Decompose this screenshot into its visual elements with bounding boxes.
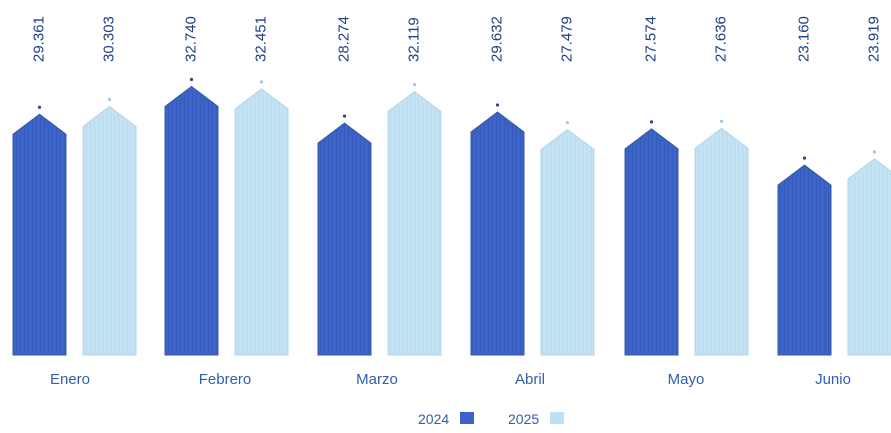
bar-value-label: 27.636 (712, 16, 729, 62)
bar-marker-dot (802, 156, 807, 160)
bar-2025-abril (540, 129, 595, 356)
bar-marker-dot (189, 77, 194, 82)
category-label-enero: Enero (50, 371, 90, 388)
legend-swatch-2024 (460, 412, 474, 424)
legend-label-2025: 2025 (508, 411, 539, 427)
bar-value-label: 32.740 (182, 16, 199, 62)
bar-2025-febrero (234, 88, 289, 356)
bar-2025-mayo (694, 127, 749, 356)
bar-marker-dot (342, 114, 347, 118)
category-label-abril: Abril (515, 371, 545, 388)
bar-value-label: 32.119 (405, 17, 422, 62)
bar-2024-enero (12, 113, 67, 356)
bar-value-label: 27.574 (642, 16, 659, 62)
bar-2025-enero (82, 105, 137, 356)
bar-2025-marzo (387, 90, 442, 356)
bar-value-label: 28.274 (335, 16, 352, 62)
bar-value-label: 27.479 (558, 16, 575, 62)
legend-swatch-2025 (550, 412, 564, 424)
bar-value-label: 30.303 (100, 16, 117, 62)
bar-marker-dot (412, 83, 417, 87)
bar-2024-febrero (164, 85, 219, 356)
category-label-mayo: Mayo (668, 371, 705, 388)
bar-value-label: 23.919 (865, 16, 882, 62)
bar-value-label: 23.160 (795, 16, 812, 62)
bar-value-label: 29.632 (488, 16, 505, 62)
bar-marker-dot (259, 80, 264, 84)
bar-2024-mayo (624, 128, 679, 356)
bar-marker-dot (719, 119, 724, 123)
bar-value-label: 32.451 (252, 16, 269, 62)
category-label-marzo: Marzo (356, 371, 398, 388)
bar-marker-dot (37, 105, 42, 109)
bar-marker-dot (872, 150, 877, 154)
category-label-junio: Junio (815, 371, 851, 388)
category-label-febrero: Febrero (199, 371, 252, 388)
bar-marker-dot (495, 103, 500, 107)
bar-value-label: 29.361 (30, 16, 47, 62)
bar-2024-marzo (317, 122, 372, 356)
bar-marker-dot (649, 120, 654, 124)
bar-marker-dot (565, 121, 570, 125)
bar-2025-junio (847, 158, 891, 356)
bar-2024-abril (470, 111, 525, 356)
bar-marker-dot (107, 97, 112, 102)
legend-label-2024: 2024 (418, 411, 449, 427)
bar-2024-junio (777, 164, 832, 356)
